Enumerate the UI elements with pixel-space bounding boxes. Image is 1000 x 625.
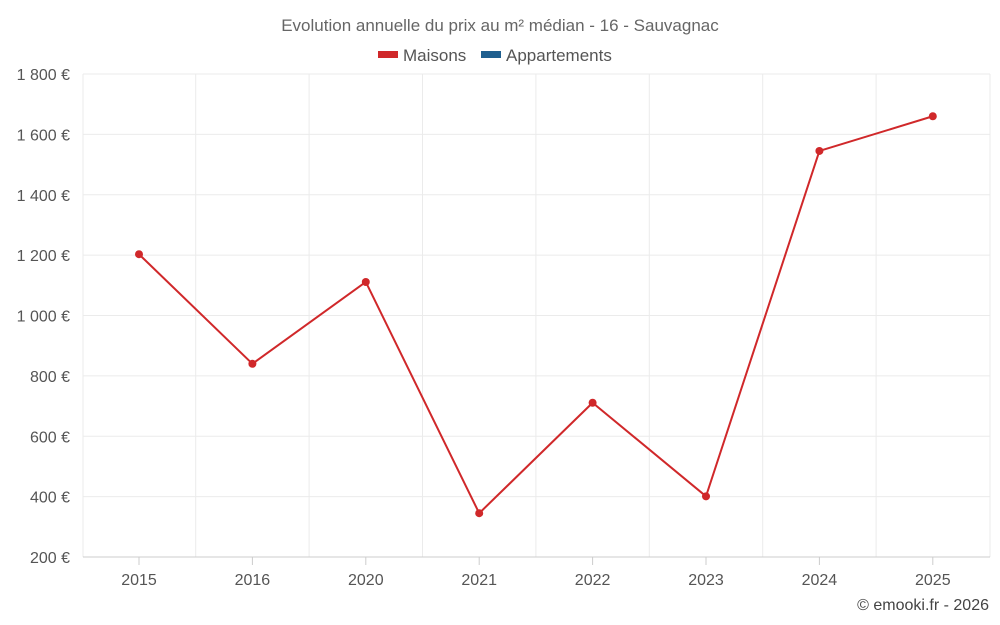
y-tick-label: 1 200 € — [17, 248, 70, 265]
chart-title: Evolution annuelle du prix au m² médian … — [281, 16, 719, 35]
data-point[interactable] — [248, 359, 257, 368]
series-line-maisons — [138, 115, 934, 515]
legend-label-maisons: Maisons — [403, 46, 466, 65]
x-tick-label: 2016 — [235, 572, 271, 589]
y-axis-ticks: 200 € 400 € 600 € 800 € 1 000 € 1 200 € 1 400 … — [17, 67, 70, 567]
y-tick-label: 200 € — [30, 550, 70, 567]
legend: Maisons Appartements — [378, 46, 612, 65]
x-tick-label: 2025 — [915, 572, 951, 589]
x-tick-label: 2023 — [688, 572, 724, 589]
legend-swatch-appartements — [481, 51, 501, 58]
x-tick-label: 2022 — [575, 572, 611, 589]
x-gridlines — [82, 74, 991, 557]
data-point[interactable] — [135, 250, 143, 259]
data-point[interactable] — [361, 277, 370, 286]
legend-label-appartements: Appartements — [506, 46, 612, 65]
y-tick-label: 1 600 € — [17, 127, 70, 144]
data-point[interactable] — [588, 398, 597, 407]
y-gridlines — [83, 73, 990, 498]
y-tick-label: 1 400 € — [17, 188, 70, 205]
y-tick-label: 600 € — [30, 429, 70, 446]
y-tick-label: 1 000 € — [17, 309, 70, 326]
y-tick-label: 400 € — [30, 490, 70, 507]
credit-text: © emooki.fr - 2026 — [857, 597, 989, 614]
x-tick-label: 2015 — [121, 572, 157, 589]
x-axis-ticks: 2015 2016 2020 2021 2022 2023 2024 2025 — [121, 557, 951, 589]
x-tick-label: 2021 — [461, 572, 497, 589]
legend-item-maisons[interactable]: Maisons — [378, 46, 466, 65]
data-point[interactable] — [928, 112, 937, 121]
legend-swatch-maisons — [378, 51, 398, 58]
legend-item-appartements[interactable]: Appartements — [481, 46, 612, 65]
data-point[interactable] — [475, 509, 484, 518]
data-point[interactable] — [702, 492, 710, 501]
series-maisons — [135, 112, 937, 518]
x-tick-label: 2024 — [802, 572, 838, 589]
data-point[interactable] — [815, 146, 824, 155]
x-tick-label: 2020 — [348, 572, 384, 589]
y-tick-label: 1 800 € — [17, 67, 70, 84]
y-tick-label: 800 € — [30, 369, 70, 386]
